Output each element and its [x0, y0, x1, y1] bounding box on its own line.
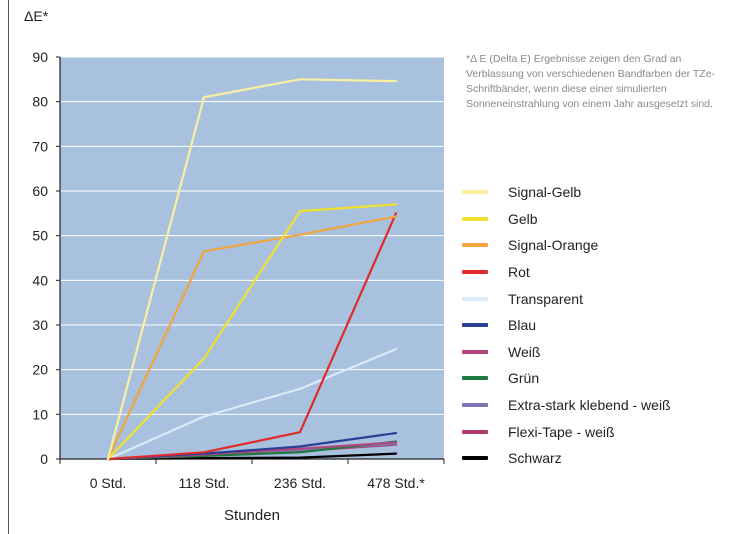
x-axis-label: Stunden	[224, 507, 280, 524]
series-line-gelb	[106, 203, 398, 461]
x-tick-label: 236 Std.	[274, 475, 326, 491]
x-tick-label: 0 Std.	[90, 475, 127, 491]
y-tick-label: 60	[32, 183, 48, 199]
legend-swatch	[462, 270, 488, 275]
legend-item: Grün	[462, 365, 671, 392]
y-tick-label: 50	[32, 228, 48, 244]
x-tick-label: 118 Std.	[178, 475, 229, 491]
series-lines	[106, 78, 398, 461]
series-line-signal-gelb	[106, 78, 398, 461]
axes: 0 10 20 30 40 50 60 70 80 90 0 Std. 118 Std. 236 Std…	[32, 49, 445, 491]
legend-item: Blau	[462, 312, 671, 339]
y-tick-label: 30	[32, 317, 48, 333]
legend-item: Extra-stark klebend - weiß	[462, 392, 671, 419]
legend-item: Transparent	[462, 285, 671, 312]
y-tick-label: 10	[32, 406, 48, 422]
legend-item: Signal-Orange	[462, 232, 671, 259]
y-tick-label: 80	[32, 94, 48, 110]
legend-item: Schwarz	[462, 445, 671, 472]
legend-swatch	[462, 456, 488, 461]
legend-label: Gelb	[508, 210, 538, 227]
legend-label: Rot	[508, 264, 530, 281]
legend-swatch	[462, 296, 488, 301]
legend-label: Extra-stark klebend - weiß	[508, 397, 671, 414]
y-tick-label: 40	[32, 272, 48, 288]
legend-label: Weiß	[508, 343, 541, 360]
series-line-rot	[106, 212, 398, 461]
series-line-transparent	[106, 348, 398, 461]
series-line-signal-orange	[106, 215, 398, 461]
legend-item: Gelb	[462, 206, 671, 233]
plot-background	[60, 57, 444, 459]
legend-label: Signal-Orange	[508, 237, 599, 254]
frame-border-line	[8, 0, 9, 534]
legend-swatch	[462, 190, 488, 195]
x-tick-label: 478 Std.*	[367, 475, 425, 491]
legend-item: Flexi-Tape - weiß	[462, 418, 671, 445]
legend-label: Schwarz	[508, 450, 562, 467]
legend-swatch	[462, 323, 488, 328]
series-line-schwarz	[106, 452, 398, 461]
legend-label: Grün	[508, 370, 540, 387]
y-tick-label: 90	[32, 49, 48, 65]
footnote-text: *Δ E (Delta E) Ergebnisse zeigen den Gra…	[466, 53, 716, 110]
legend-swatch	[462, 429, 488, 434]
legend-swatch	[462, 376, 488, 381]
legend-swatch	[462, 216, 488, 221]
legend-swatch	[462, 403, 488, 408]
legend-label: Flexi-Tape - weiß	[508, 423, 615, 440]
y-axis-label: ΔE*	[24, 8, 49, 24]
legend: Signal-Gelb Gelb Signal-Orange Rot Transpare…	[462, 179, 671, 472]
y-tick-label: 0	[40, 451, 48, 467]
legend-item: Signal-Gelb	[462, 179, 671, 206]
y-tick-label: 20	[32, 362, 48, 378]
y-tick-label: 70	[32, 138, 48, 154]
legend-item: Weiß	[462, 339, 671, 366]
legend-swatch	[462, 243, 488, 248]
legend-swatch	[462, 349, 488, 354]
legend-label: Transparent	[508, 290, 583, 307]
legend-label: Signal-Gelb	[508, 184, 582, 201]
grid-lines	[60, 56, 444, 415]
legend-item: Rot	[462, 259, 671, 286]
legend-label: Blau	[508, 317, 537, 334]
